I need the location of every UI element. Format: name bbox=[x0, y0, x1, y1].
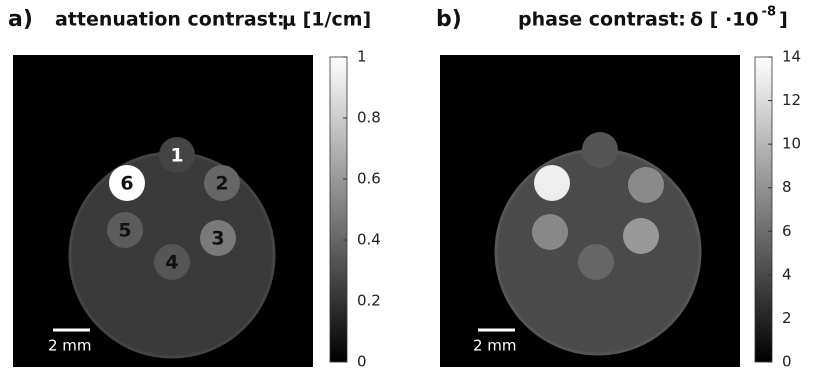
insert-label: 4 bbox=[165, 252, 178, 274]
scale-bar-label: 2 mm bbox=[473, 337, 517, 355]
tick-label: 1 bbox=[357, 48, 367, 66]
tick-label: 0 bbox=[782, 353, 792, 370]
panel-title: phase contrast: bbox=[518, 9, 686, 31]
unit: μ [1/cm] bbox=[282, 9, 371, 31]
tick-label: 0.2 bbox=[357, 292, 381, 310]
tick-label: 8 bbox=[782, 178, 792, 196]
panel-label: a) bbox=[8, 7, 33, 32]
panel-label: b) bbox=[436, 7, 462, 32]
tick-label: 10 bbox=[782, 135, 801, 153]
tick-label: 0.8 bbox=[357, 109, 381, 127]
colorbar bbox=[330, 57, 347, 362]
insert-label: 6 bbox=[120, 173, 133, 195]
unit: ] bbox=[779, 9, 788, 31]
insert-label: 1 bbox=[170, 145, 183, 167]
panel-title: attenuation contrast: bbox=[55, 9, 285, 31]
tick-label: 0 bbox=[357, 353, 367, 370]
tick-label: 0.4 bbox=[357, 231, 381, 249]
scale-bar-label: 2 mm bbox=[48, 337, 92, 355]
insert bbox=[623, 218, 659, 254]
tick-label: 12 bbox=[782, 91, 801, 109]
insert-label: 5 bbox=[118, 220, 131, 242]
insert-label: 3 bbox=[211, 228, 224, 250]
insert bbox=[532, 214, 568, 250]
insert bbox=[582, 132, 618, 168]
insert-label: 2 bbox=[215, 173, 228, 195]
unit: -8 bbox=[762, 5, 776, 20]
tick-label: 6 bbox=[782, 222, 792, 240]
unit: δ [ ·10 bbox=[690, 9, 759, 31]
tick-label: 0.6 bbox=[357, 170, 381, 188]
colorbar bbox=[755, 57, 772, 362]
insert bbox=[534, 165, 570, 201]
figure: 1 2 3 4 5 6 a) attenuation contrast:μ [1/… bbox=[0, 0, 813, 370]
tick-label: 14 bbox=[782, 48, 801, 66]
tick-label: 2 bbox=[782, 309, 792, 327]
tick-label: 4 bbox=[782, 265, 792, 283]
insert bbox=[578, 244, 614, 280]
insert bbox=[628, 167, 664, 203]
